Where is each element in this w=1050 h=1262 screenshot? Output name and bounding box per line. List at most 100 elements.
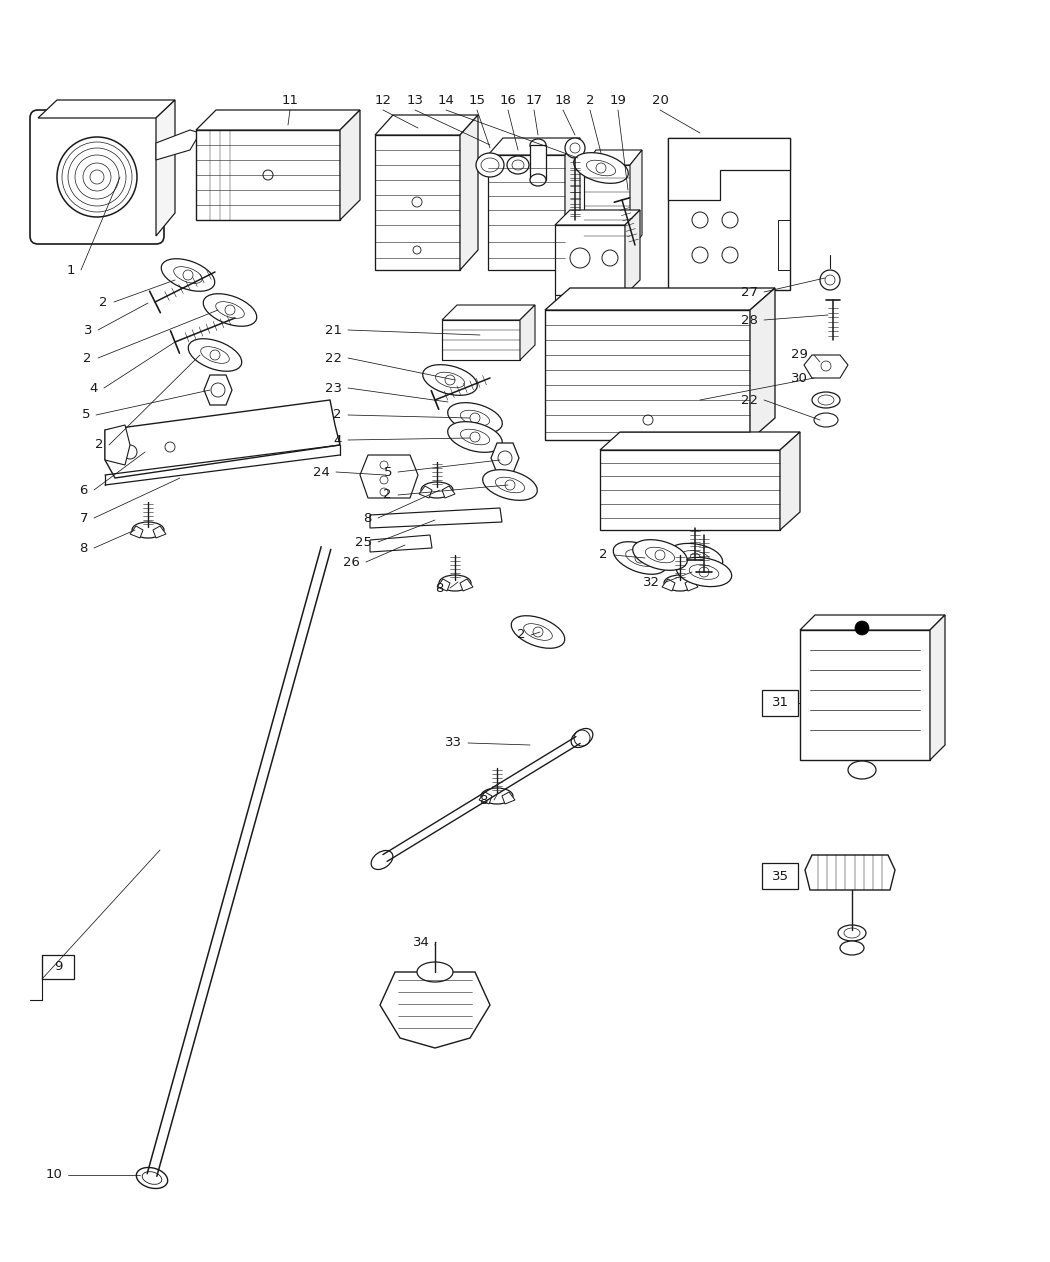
Ellipse shape [664, 575, 696, 591]
FancyBboxPatch shape [30, 110, 164, 244]
Text: 2: 2 [94, 438, 103, 452]
Text: 4: 4 [334, 434, 342, 447]
Polygon shape [930, 615, 945, 760]
Ellipse shape [511, 616, 565, 649]
Polygon shape [130, 526, 143, 538]
Text: 9: 9 [54, 960, 62, 973]
Ellipse shape [439, 575, 471, 591]
Text: 10: 10 [45, 1169, 62, 1181]
Ellipse shape [204, 294, 257, 327]
Polygon shape [520, 305, 536, 360]
Ellipse shape [633, 540, 688, 570]
Polygon shape [442, 305, 536, 321]
Text: 13: 13 [406, 93, 423, 106]
Text: 16: 16 [500, 93, 517, 106]
Polygon shape [491, 443, 519, 473]
Text: 32: 32 [643, 575, 660, 588]
Ellipse shape [571, 728, 593, 747]
Text: 2: 2 [517, 628, 525, 641]
Text: 2: 2 [586, 93, 594, 106]
Text: 17: 17 [525, 93, 543, 106]
Ellipse shape [812, 392, 840, 408]
Bar [778, 220, 790, 270]
Polygon shape [685, 579, 698, 591]
Ellipse shape [136, 1167, 168, 1189]
Ellipse shape [530, 174, 546, 186]
Text: 4: 4 [89, 381, 98, 395]
Text: 2: 2 [600, 549, 608, 562]
Polygon shape [375, 135, 460, 270]
Polygon shape [380, 972, 490, 1047]
Text: 25: 25 [355, 535, 372, 549]
Text: 5: 5 [82, 409, 90, 422]
Text: 2: 2 [383, 488, 392, 501]
Text: 31: 31 [772, 697, 789, 709]
Ellipse shape [417, 962, 453, 982]
Polygon shape [370, 535, 432, 551]
Polygon shape [196, 130, 340, 220]
Circle shape [262, 170, 273, 180]
Polygon shape [565, 138, 580, 270]
Polygon shape [156, 100, 175, 236]
Ellipse shape [573, 153, 628, 183]
Polygon shape [555, 209, 640, 225]
Polygon shape [555, 225, 625, 295]
FancyBboxPatch shape [42, 955, 74, 979]
Text: 19: 19 [610, 93, 627, 106]
Text: 8: 8 [480, 794, 488, 806]
Text: 21: 21 [326, 323, 342, 337]
Ellipse shape [530, 139, 546, 151]
Text: 8: 8 [363, 511, 372, 525]
Ellipse shape [188, 338, 242, 371]
Circle shape [593, 313, 607, 327]
Ellipse shape [814, 413, 838, 427]
Polygon shape [545, 310, 750, 440]
Polygon shape [460, 579, 472, 591]
Ellipse shape [423, 365, 478, 395]
Ellipse shape [676, 558, 732, 587]
Polygon shape [668, 138, 790, 290]
FancyBboxPatch shape [762, 690, 798, 716]
Text: 12: 12 [375, 93, 392, 106]
Text: 8: 8 [80, 541, 88, 554]
Text: 7: 7 [80, 511, 88, 525]
Polygon shape [668, 138, 790, 199]
Text: 33: 33 [445, 737, 462, 750]
Ellipse shape [421, 482, 453, 498]
Polygon shape [625, 209, 640, 295]
Polygon shape [419, 486, 432, 498]
Polygon shape [38, 100, 175, 119]
Polygon shape [442, 486, 455, 498]
Polygon shape [204, 375, 232, 405]
Text: 28: 28 [741, 313, 758, 327]
Ellipse shape [507, 156, 529, 174]
Text: 3: 3 [84, 323, 92, 337]
Text: 26: 26 [343, 555, 360, 568]
Polygon shape [750, 288, 775, 440]
Polygon shape [800, 630, 930, 760]
Polygon shape [600, 451, 780, 530]
Text: 11: 11 [281, 93, 298, 106]
Polygon shape [153, 526, 166, 538]
Polygon shape [105, 400, 340, 478]
Polygon shape [555, 295, 625, 310]
Polygon shape [442, 321, 520, 360]
Text: 15: 15 [468, 93, 485, 106]
Bar [530, 145, 546, 180]
Ellipse shape [162, 259, 215, 292]
Text: 27: 27 [741, 285, 758, 299]
Polygon shape [630, 150, 642, 250]
Ellipse shape [483, 469, 538, 500]
Text: 6: 6 [80, 483, 88, 496]
Ellipse shape [838, 925, 866, 941]
Polygon shape [340, 110, 360, 220]
Ellipse shape [481, 787, 513, 804]
Ellipse shape [447, 403, 502, 433]
Text: 5: 5 [383, 466, 392, 478]
Text: 14: 14 [438, 93, 455, 106]
Polygon shape [502, 793, 514, 804]
Ellipse shape [613, 541, 667, 574]
Polygon shape [804, 355, 848, 379]
Polygon shape [437, 579, 450, 591]
Polygon shape [584, 150, 642, 165]
